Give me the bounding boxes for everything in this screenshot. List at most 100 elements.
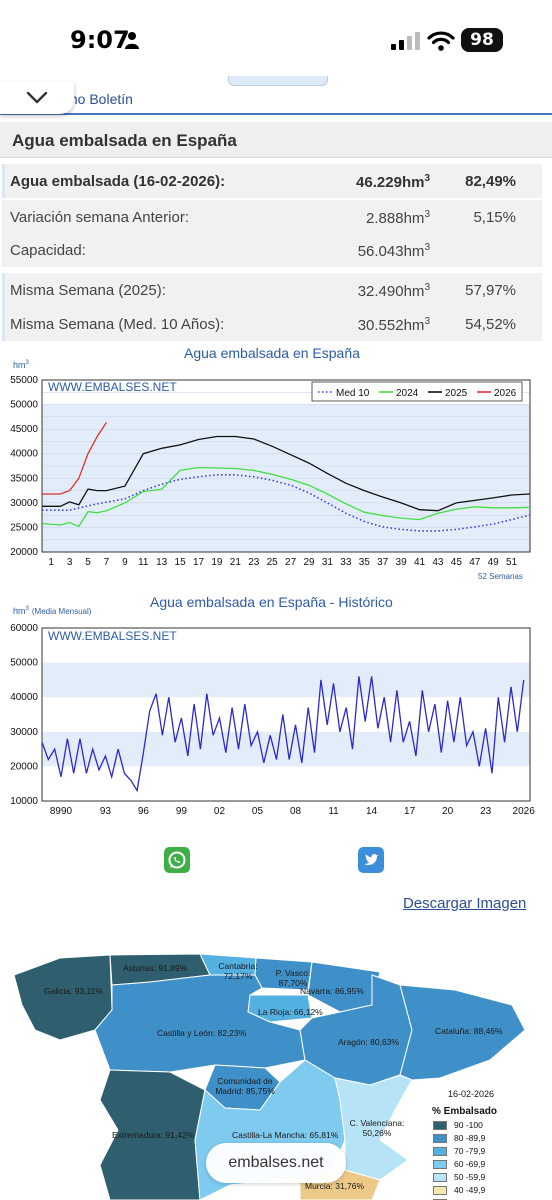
legend-row: 80 -89,9 [433, 1133, 485, 1144]
y-tick-label: 55000 [10, 375, 38, 386]
site-watermark: embalses.net [206, 1143, 346, 1183]
legend-swatch [433, 1121, 447, 1131]
row-label: Variación semana Anterior: [10, 209, 189, 226]
series-line [41, 676, 525, 793]
plot-band [42, 662, 530, 698]
map-label: C. Valenciana: 50,26% [349, 1118, 405, 1138]
x-tick-label: 43 [432, 557, 444, 568]
legend-label: 40 -49,9 [454, 1185, 486, 1195]
legend-label: 60 -69,9 [454, 1159, 486, 1169]
tab-stub[interactable] [228, 76, 328, 86]
map-label: Castilla-La Mancha: 65,81% [232, 1130, 339, 1140]
x-tick-label: 96 [138, 806, 150, 817]
legend-row: 60 -69,9 [433, 1159, 486, 1170]
x-tick-label: 37 [377, 557, 389, 568]
x-tick-label: 33 [340, 557, 352, 568]
map-label: Murcia: 31,76% [305, 1181, 365, 1191]
row-divider [2, 307, 5, 341]
y-tick-label: 30000 [10, 498, 38, 509]
plot-frame [41, 627, 531, 802]
series-line-2026 [42, 421, 108, 495]
x-tick-label: 14 [366, 806, 378, 817]
legend-row: 90 -100 [433, 1120, 483, 1131]
series-line-med-10 [42, 473, 531, 532]
y-tick-label: 25000 [10, 522, 38, 533]
x-tick-label: 17 [404, 806, 416, 817]
row-value: 30.552hm3 [357, 316, 430, 334]
x-tick-label: 15 [175, 557, 187, 568]
y-tick-label: 40000 [10, 692, 38, 703]
region-cataluna[interactable] [399, 984, 526, 1081]
x-tick-label: 23 [480, 806, 492, 817]
y-tick-label: 45000 [10, 424, 38, 435]
x-tick-label: 99 [176, 806, 188, 817]
legend-swatch [433, 1186, 447, 1196]
x-tick-label: 08 [290, 806, 302, 817]
x-tick-label: 51 [506, 557, 518, 568]
x-tick-label: 93 [100, 806, 112, 817]
y-tick-label: 50000 [10, 400, 38, 411]
map-label: Comunidad de Madrid: 85,75% [215, 1076, 275, 1096]
x-tick-label: 47 [469, 557, 481, 568]
row-value: 32.490hm3 [357, 282, 430, 300]
x-tick-label: 2026 [513, 806, 536, 817]
person-icon [125, 32, 139, 49]
map-label: Cantabria: 72,17% [218, 961, 258, 981]
chevron-down-icon [26, 91, 48, 104]
prev-bulletin-link[interactable]: mo Boletín [66, 91, 133, 107]
x-axis-label: 52 Semanas [478, 572, 523, 581]
cellular-signal-icon [391, 32, 420, 50]
legend-entry: 2026 [494, 388, 517, 399]
legend-label: 90 -100 [454, 1120, 483, 1130]
row-divider [2, 273, 5, 307]
x-tick-label: 49 [488, 557, 500, 568]
x-tick-label: 25 [267, 557, 279, 568]
row-percent: 57,97% [465, 282, 516, 299]
x-tick-label: 39 [396, 557, 408, 568]
download-image-link[interactable]: Descargar Imagen [403, 895, 527, 912]
map-label: Galicia: 93,11% [44, 986, 103, 996]
row-label: Misma Semana (2025): [10, 282, 166, 299]
plot-background [42, 628, 530, 801]
x-tick-label: 5 [85, 557, 91, 568]
legend-entry: Med 10 [336, 388, 370, 399]
weekly-chart: hm3 WWW.EMBALSES.NET 55000 50000 45000 4000… [10, 360, 531, 581]
y-unit-label: hm3 [13, 360, 30, 370]
map-label: Extremadura: 91,42% [112, 1130, 195, 1140]
row-percent: 54,52% [465, 316, 516, 333]
row-label: Agua embalsada (16-02-2026): [10, 173, 226, 190]
y-tick-label: 30000 [10, 727, 38, 738]
legend-row: 40 -49,9 [433, 1185, 486, 1196]
map-label: Aragón: 80,63% [338, 1037, 399, 1047]
row-value: 46.229hm3 [356, 173, 430, 191]
y-tick-label: 10000 [10, 796, 38, 807]
whatsapp-icon[interactable] [164, 847, 190, 873]
region-c-valenciana[interactable] [334, 1074, 413, 1181]
map-label: Navarra: 86,95% [300, 986, 364, 996]
map-label: Castilla y León: 82,23% [157, 1028, 247, 1038]
y-tick-label: 35000 [10, 473, 38, 484]
row-value: 2.888hm3 [366, 209, 430, 227]
chart-watermark: WWW.EMBALSES.NET [48, 629, 177, 643]
region-pvasco[interactable] [254, 957, 313, 991]
x-tick-label: 8990 [50, 806, 73, 817]
region-extremadura[interactable] [99, 1069, 206, 1200]
chart-legend: Med 10 2024 2025 2026 [311, 381, 523, 402]
x-tick-label: 02 [214, 806, 226, 817]
collapse-button[interactable] [0, 82, 74, 114]
wifi-icon [427, 31, 455, 51]
chart-watermark: WWW.EMBALSES.NET [48, 380, 177, 394]
row-label: Misma Semana (Med. 10 Años): [10, 316, 225, 333]
x-tick-label: 9 [122, 557, 128, 568]
twitter-icon[interactable] [358, 847, 384, 873]
x-tick-label: 7 [104, 557, 110, 568]
legend-label: 70 -79,9 [454, 1146, 486, 1156]
x-tick-label: 3 [67, 557, 73, 568]
x-tick-label: 1 [48, 557, 54, 568]
table-row: Misma Semana (Med. 10 Años): 30.552hm3 5… [2, 307, 542, 341]
legend-swatch [433, 1147, 447, 1157]
x-tick-label: 23 [248, 557, 260, 568]
x-tick-label: 17 [193, 557, 205, 568]
x-tick-label: 31 [322, 557, 334, 568]
x-tick-label: 20 [442, 806, 454, 817]
